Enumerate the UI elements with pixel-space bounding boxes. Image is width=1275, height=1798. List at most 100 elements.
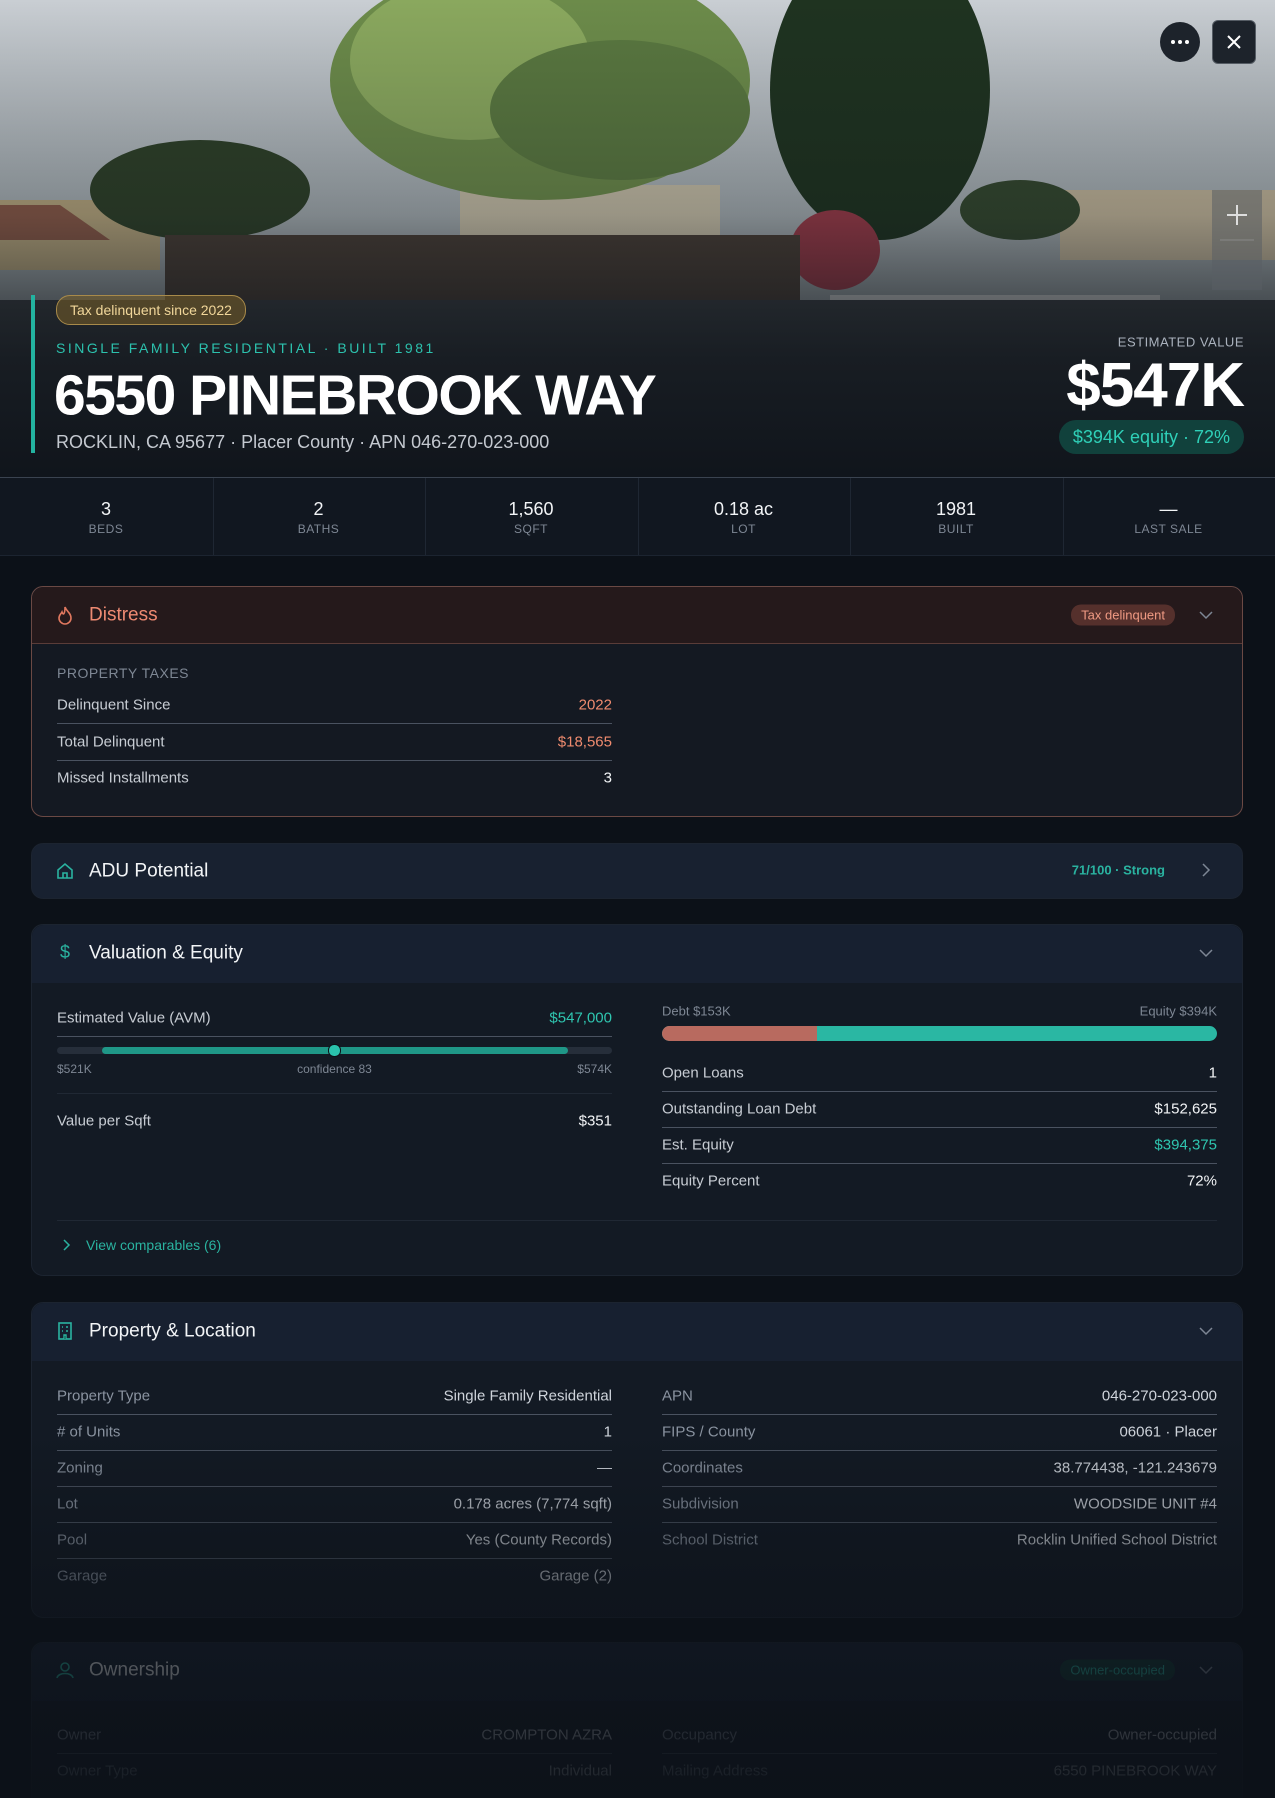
row-label: Open Loans	[662, 1064, 744, 1082]
section-icon-svg	[56, 1662, 74, 1679]
row-value: Rocklin Unified School District	[1016, 1531, 1217, 1549]
row-value: 1	[1208, 1064, 1217, 1082]
section-title: Ownership	[89, 1659, 180, 1681]
hero-divider	[0, 477, 1275, 478]
row-value: Garage (2)	[539, 1567, 612, 1585]
stat-divider	[850, 478, 851, 555]
row-divider	[662, 1450, 1217, 1451]
value-label: ESTIMATED VALUE	[1117, 334, 1244, 350]
row-value: 6550 PINEBROOK WAY	[1053, 1762, 1217, 1780]
row-label: Delinquent Since	[57, 696, 171, 714]
chevron-svg	[1199, 1666, 1213, 1675]
row-label: Outstanding Loan Debt	[662, 1100, 817, 1118]
row-value: 38.774438, -121.243679	[1053, 1459, 1217, 1477]
close-icon	[1227, 35, 1241, 49]
row-value: 3	[603, 769, 612, 787]
row-divider	[57, 723, 612, 724]
chevron-svg	[1202, 863, 1211, 877]
row-value: Owner-occupied	[1107, 1726, 1217, 1744]
section-title: Distress	[89, 604, 158, 626]
property-header[interactable]	[32, 1303, 1242, 1361]
row-divider	[57, 1093, 612, 1094]
row-label: Est. Equity	[662, 1136, 734, 1154]
section-icon	[54, 604, 76, 626]
hero: Tax delinquent since 2022 SINGLE FAMILY …	[0, 0, 1275, 478]
row-value: $18,565	[557, 733, 612, 750]
stat-divider	[637, 478, 639, 555]
accent-bar	[31, 295, 35, 453]
distress-header[interactable]	[32, 587, 1242, 644]
row-divider	[57, 1558, 612, 1559]
close-button[interactable]	[1212, 20, 1256, 64]
distress-card	[31, 586, 1243, 817]
section-title: Property & Location	[89, 1320, 256, 1342]
range-marker	[328, 1044, 341, 1057]
row-divider	[662, 1091, 1217, 1092]
row-divider	[662, 1163, 1217, 1164]
row-value: WOODSIDE UNIT #4	[1073, 1495, 1217, 1513]
svg-text:$: $	[60, 942, 70, 962]
stat-divider	[425, 478, 426, 555]
chevron-svg	[1199, 611, 1213, 620]
more-button[interactable]	[1160, 22, 1200, 62]
avm-value: $547,000	[549, 1009, 612, 1027]
row-divider	[662, 1127, 1217, 1128]
zoom-icon	[1220, 205, 1254, 241]
adu-card[interactable]	[31, 843, 1243, 899]
row-divider	[57, 1486, 612, 1487]
row-divider	[662, 1486, 1217, 1487]
zoom-control[interactable]	[1212, 190, 1262, 290]
row-divider	[662, 1753, 1217, 1754]
row-value: $152,625	[1154, 1100, 1217, 1118]
row-value: 046-270-023-000	[1101, 1387, 1217, 1405]
stat-label: LOT	[731, 522, 756, 536]
stat-value: 1981	[935, 499, 977, 519]
more-icon	[1171, 40, 1189, 44]
section-icon-svg	[57, 862, 73, 879]
section-icon	[54, 860, 76, 882]
distress-badge: Tax delinquent	[1071, 604, 1175, 626]
stat-value: 1,560	[508, 499, 554, 519]
stats-row: 3 BEDS 2 BATHS 1,560 SQFT 0.18 ac LOT 1981 BUILT —…	[0, 478, 1275, 556]
row-value: 2022	[578, 696, 612, 714]
row-label: Equity Percent	[662, 1172, 760, 1190]
chevron-svg	[1199, 949, 1213, 958]
stat-label: LAST SALE	[1134, 522, 1203, 536]
range-high: $574K	[577, 1062, 612, 1076]
row-value: Single Family Residential	[443, 1387, 612, 1405]
row-value: 0.178 acres (7,774 sqft)	[453, 1495, 612, 1513]
property-subtitle: SINGLE FAMILY RESIDENTIAL · BUILT 1981	[56, 340, 436, 356]
section-label: PROPERTY TAXES	[57, 665, 190, 681]
stat-label: SQFT	[514, 522, 548, 536]
row-divider	[57, 1450, 612, 1451]
section-icon-svg	[58, 606, 72, 625]
chevron	[1198, 1662, 1214, 1678]
row-value: Yes (County Records)	[465, 1531, 612, 1549]
adu-score: 71/100 · Strong	[1071, 862, 1165, 878]
stat-value: —	[1159, 499, 1178, 519]
row-label: Missed Installments	[57, 769, 189, 787]
chevron	[1198, 945, 1214, 961]
row-value: 1	[603, 1423, 612, 1441]
valuation-header[interactable]	[32, 925, 1242, 983]
section-icon	[54, 1659, 76, 1681]
row-divider	[57, 1522, 612, 1523]
row-divider	[57, 1414, 612, 1415]
section-icon: $	[54, 942, 76, 964]
sqft-label: Value per Sqft	[57, 1112, 151, 1130]
row-divider	[57, 1753, 612, 1754]
section-icon	[54, 1320, 76, 1342]
chevron	[1198, 607, 1214, 623]
equity-label: Equity $394K	[1139, 1003, 1217, 1019]
row-value: 72%	[1186, 1172, 1217, 1190]
row-value: CROMPTON AZRA	[481, 1726, 612, 1744]
row-divider	[57, 1220, 1217, 1221]
section-icon-svg	[58, 1322, 72, 1340]
range-confidence: confidence 83	[297, 1062, 372, 1076]
comparables-link[interactable]: View comparables (6)	[86, 1237, 222, 1253]
address-title: 6550 PINEBROOK WAY	[54, 363, 657, 428]
row-divider	[57, 759, 612, 761]
section-icon-svg: $	[60, 942, 70, 962]
